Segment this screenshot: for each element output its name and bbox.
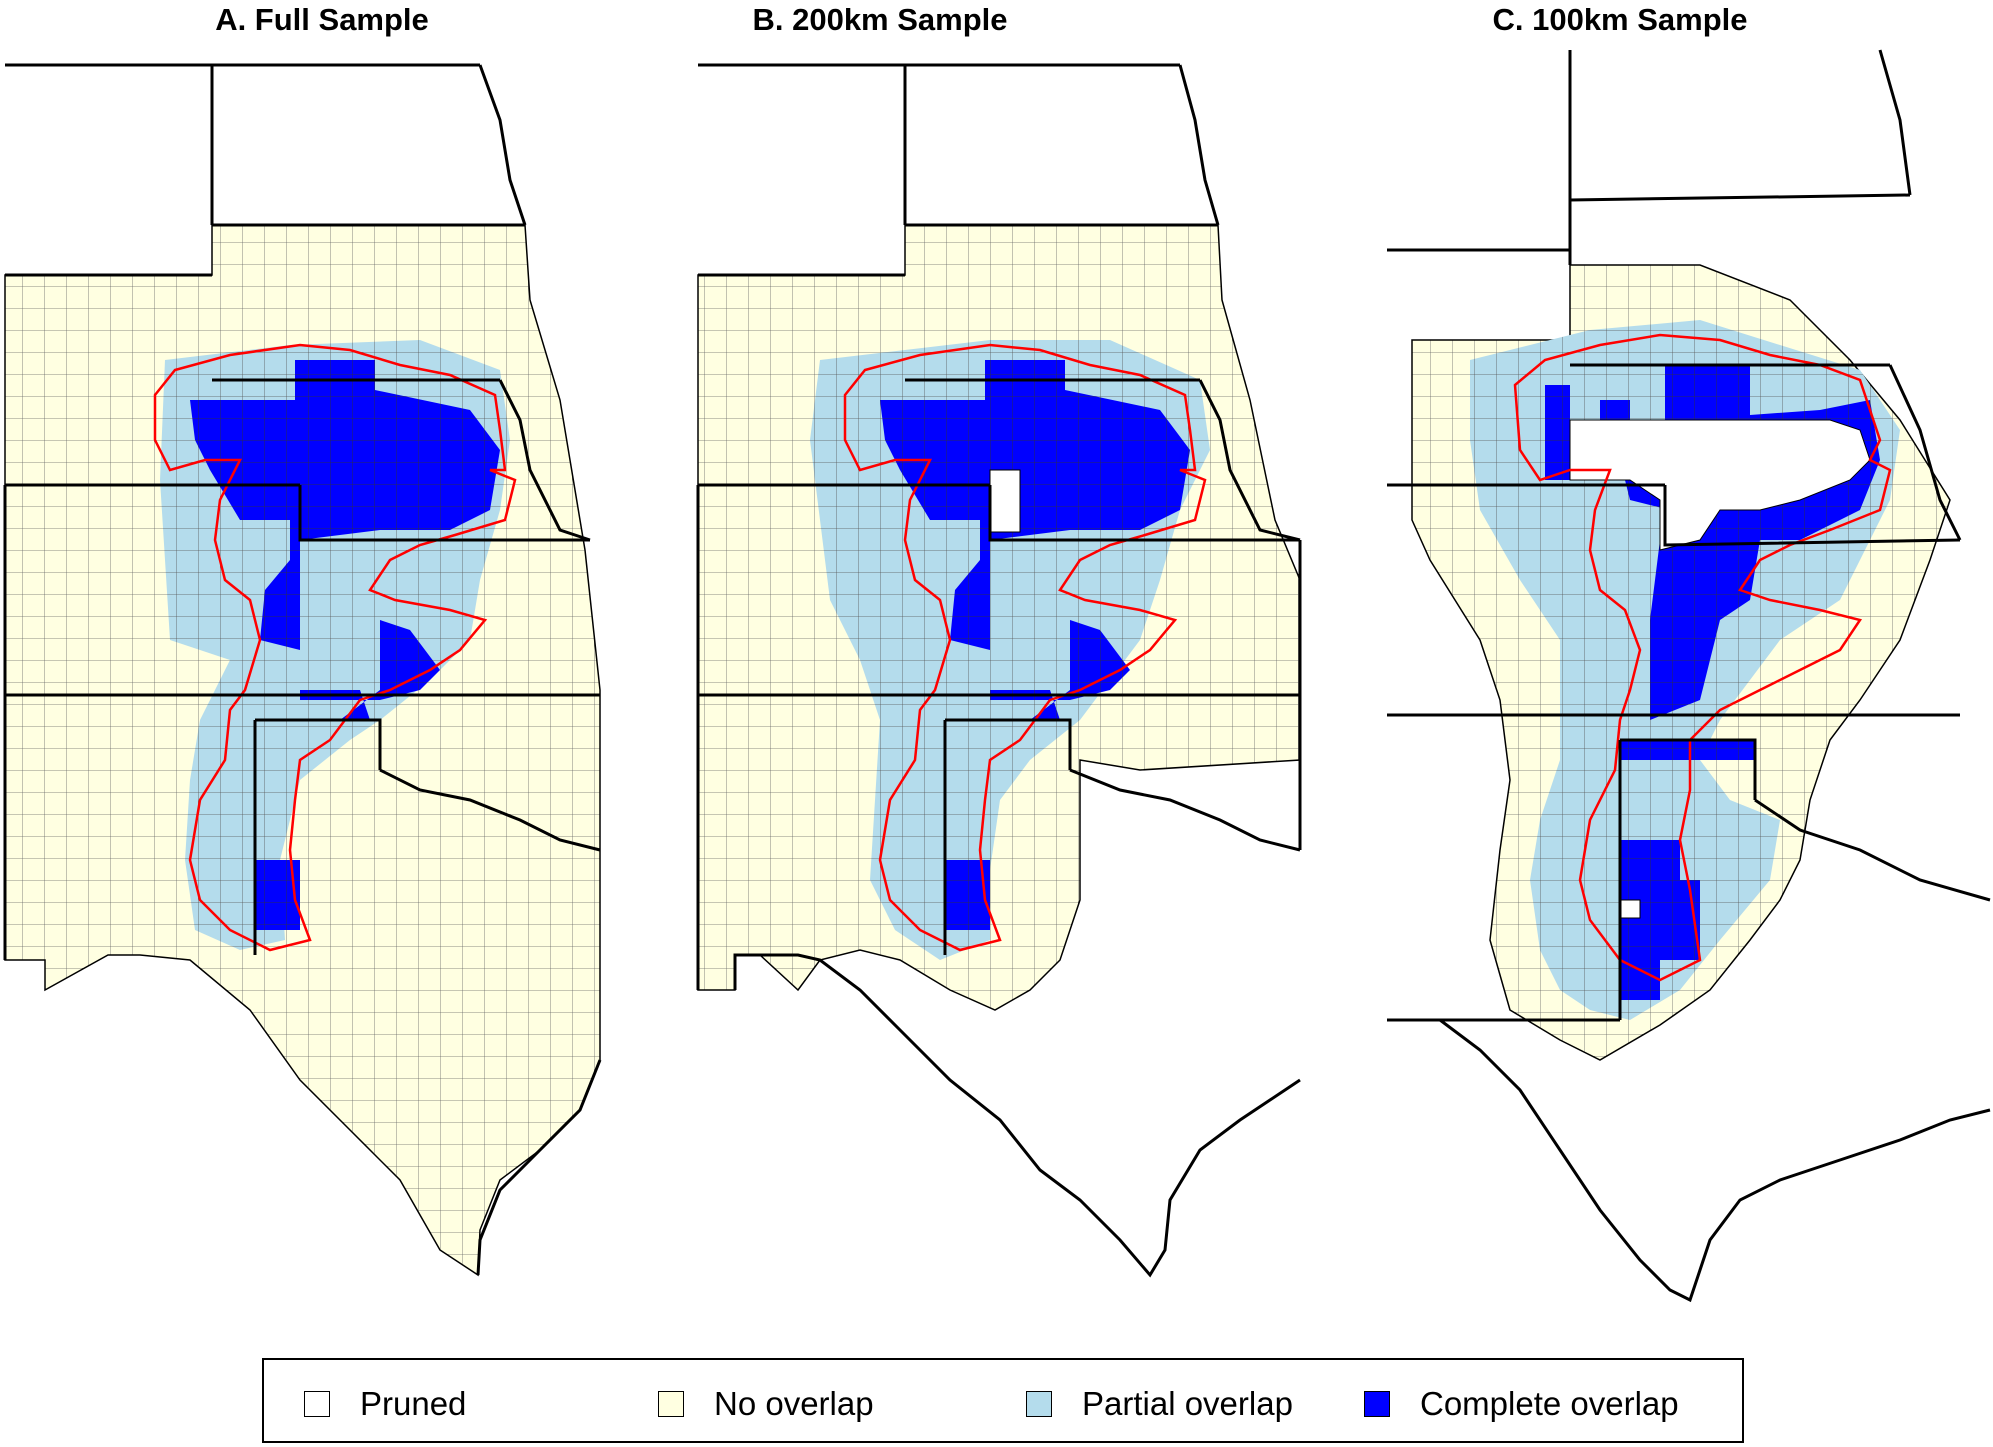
legend-swatch-partial-overlap [1026,1391,1052,1417]
legend-swatch-pruned [304,1391,330,1417]
coastline-a [476,1059,602,1276]
complete-overlap-region-c [1545,365,1880,1000]
complete-overlap-region-a [190,360,500,930]
pruned-small-c [1619,899,1641,919]
pruned-area-b [989,469,1021,533]
panel-title-a: A. Full Sample [215,2,429,37]
panel-title-b: B. 200km Sample [752,2,1008,37]
legend-swatch-complete-overlap [1364,1391,1390,1417]
texas-outline-b [733,953,1301,1278]
aquifer-outline-c [1513,333,1892,982]
legend-label-no-overlap: No overlap [714,1385,874,1422]
legend-item-complete-overlap: Complete overlap [1364,1384,1679,1424]
legend-item-no-overlap: No overlap [658,1384,874,1424]
legend-label-complete-overlap: Complete overlap [1420,1385,1679,1422]
legend-label-partial-overlap: Partial overlap [1082,1385,1293,1422]
pruned-area-c [1569,419,1871,551]
legend-swatch-no-overlap [658,1391,684,1417]
complete-overlap-region-b [880,360,1190,930]
legend-label-pruned: Pruned [360,1385,467,1422]
legend-item-partial-overlap: Partial overlap [1026,1384,1293,1424]
map-panel-a [3,63,602,1277]
legend-item-pruned: Pruned [304,1384,466,1424]
legend: Pruned No overlap Partial overlap Comple… [262,1358,1744,1443]
maps-canvas [3,49,1991,1303]
texas-outline-c [1439,1018,1991,1303]
map-panel-b [696,63,1302,1278]
map-panel-c [1387,49,1991,1303]
panel-title-c: C. 100km Sample [1492,2,1748,37]
